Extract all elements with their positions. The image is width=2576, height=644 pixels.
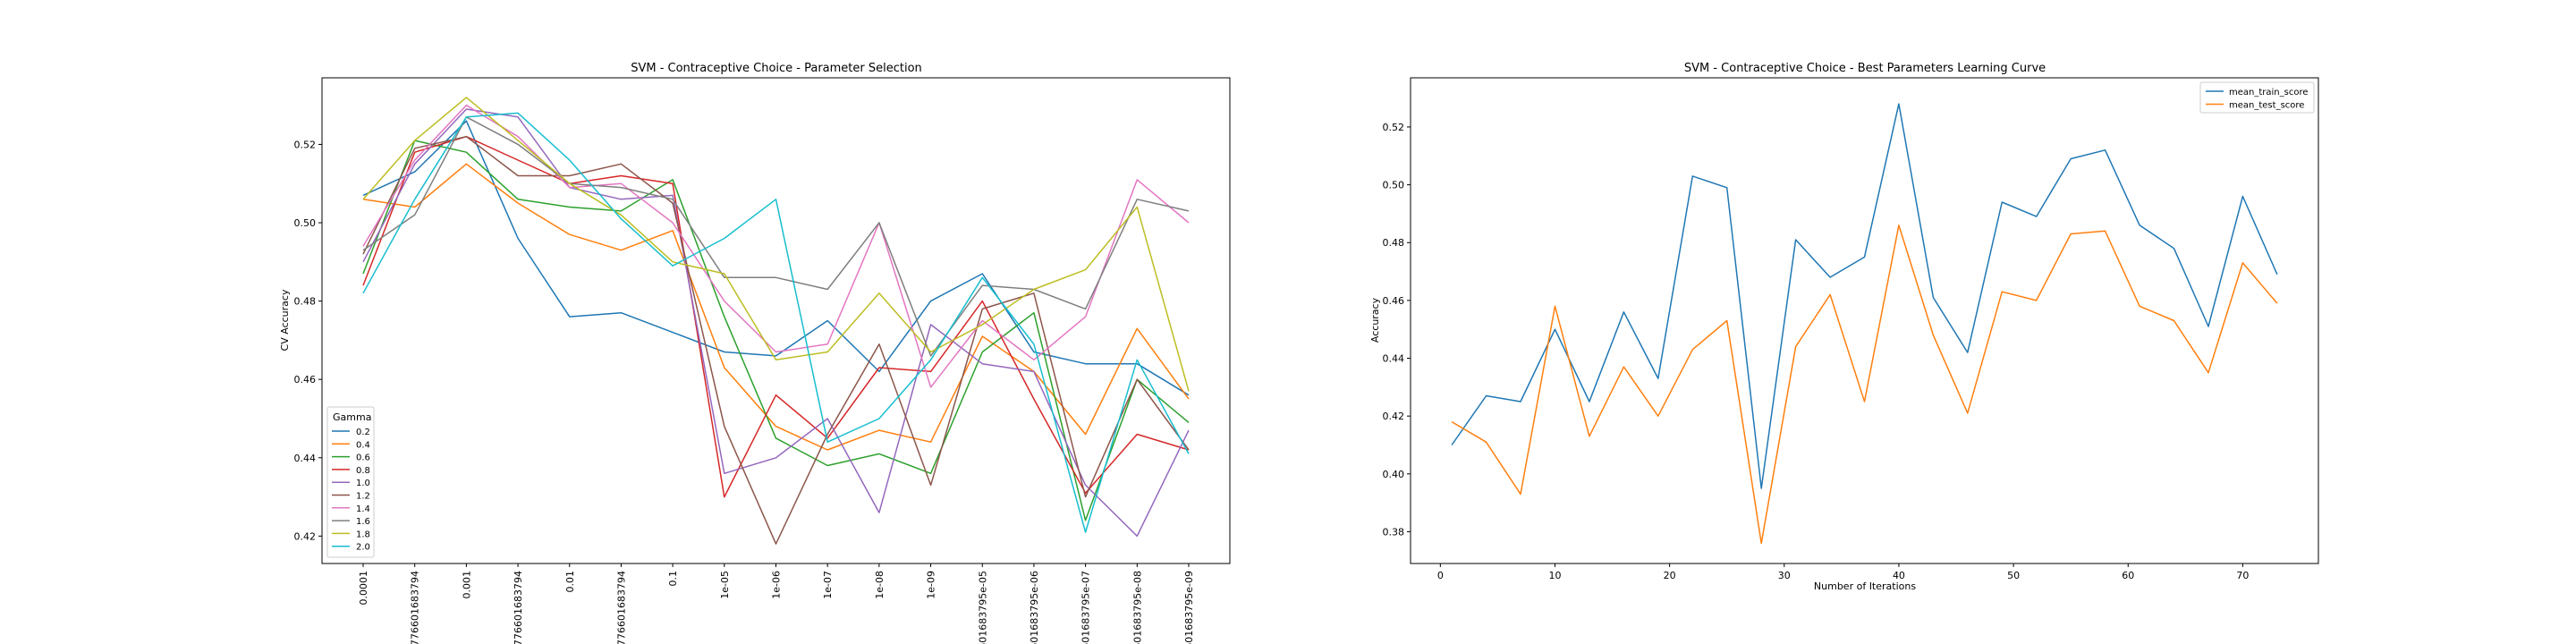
y-tick-label: 0.50 xyxy=(294,217,317,229)
x-tick-label: 70 xyxy=(2236,570,2249,581)
x-tick-label: 1e-07 xyxy=(822,571,834,599)
y-tick-label: 0.42 xyxy=(294,530,317,542)
legend: Gamma 0.2 0.4 0.6 0.8 1.0 1.2 1.4 1.6 1.8 2.0 xyxy=(326,406,375,558)
x-tick-label: 3.1622776601683795e-05 xyxy=(977,571,988,644)
legend-label: 0.8 xyxy=(356,466,370,476)
y-tick-label: 0.50 xyxy=(1383,180,1405,191)
x-tick-label: 40 xyxy=(1893,570,1905,581)
x-tick-label: 1e-06 xyxy=(771,571,783,599)
y-tick-label: 0.48 xyxy=(294,296,317,308)
legend-label: 0.2 xyxy=(356,428,370,437)
x-tick-label: 10 xyxy=(1548,570,1561,581)
y-tick-label: 0.42 xyxy=(1383,411,1405,422)
parameter-selection-chart: SVM - Contraceptive Choice - Parameter S… xyxy=(279,62,1231,644)
series-line-gamma-1.4 xyxy=(362,104,1190,388)
x-tick-label: 60 xyxy=(2122,570,2134,581)
series-line-gamma-1.6 xyxy=(362,116,1190,357)
legend-title: Gamma xyxy=(333,411,371,423)
legend-frame xyxy=(2199,81,2315,114)
learning-curve-chart: SVM - Contraceptive Choice - Best Parame… xyxy=(1369,62,2319,592)
x-tick-label: 0.031622776601683794 xyxy=(615,571,627,644)
y-tick-label: 0.38 xyxy=(1383,526,1405,538)
x-tick-label: 0.1 xyxy=(667,571,679,587)
y-tick-label: 0.46 xyxy=(294,374,317,386)
x-axis-label: Number of Iterations xyxy=(1814,580,1916,592)
x-tick-label: 20 xyxy=(1664,570,1676,581)
x-tick-label: 0.001 xyxy=(461,571,472,599)
legend-label: mean_train_score xyxy=(2229,88,2309,97)
x-tick-label: 3.1622776601683795e-07 xyxy=(1080,571,1092,644)
x-tick-label: 3.1622776601683795e-06 xyxy=(1029,571,1040,644)
series-line-gamma-0.6 xyxy=(362,140,1190,521)
x-tick-label: 3.1622776601683795e-08 xyxy=(1131,571,1143,644)
y-tick-label: 0.52 xyxy=(1383,122,1405,133)
x-tick-label: 0.00031622776601683794 xyxy=(410,571,421,644)
x-tick-label: 1e-08 xyxy=(874,571,886,599)
y-tick-label: 0.40 xyxy=(1383,469,1405,480)
x-tick-label: 0.0031622776601683794 xyxy=(513,571,524,644)
y-axis-label: Accuracy xyxy=(1369,297,1381,343)
series-line-gamma-2.0 xyxy=(362,112,1190,533)
y-tick-label: 0.44 xyxy=(294,453,317,464)
legend-label: 1.4 xyxy=(356,504,370,514)
x-tick-label: 30 xyxy=(1778,570,1791,581)
series-line-mean-train-score xyxy=(1451,103,2278,489)
legend-label: 1.2 xyxy=(356,492,370,502)
x-tick-label: 0.01 xyxy=(564,571,576,593)
series-line-gamma-1.2 xyxy=(362,135,1190,545)
series-line-mean-test-score xyxy=(1451,225,2278,545)
series-line-gamma-0.2 xyxy=(362,120,1190,396)
chart-title: SVM - Contraceptive Choice - Best Parame… xyxy=(1684,62,2046,75)
legend: mean_train_score mean_test_score xyxy=(2199,81,2315,114)
x-tick-label: 1e-09 xyxy=(926,571,937,599)
legend-label: 2.0 xyxy=(356,543,370,553)
legend-label: 0.4 xyxy=(356,440,370,450)
legend-label: 1.0 xyxy=(356,479,370,488)
series-line-gamma-0.4 xyxy=(362,163,1190,451)
y-tick-label: 0.46 xyxy=(1383,295,1405,307)
plot-frame xyxy=(1410,77,2319,564)
x-tick-label: 50 xyxy=(2007,570,2020,581)
y-tick-label: 0.44 xyxy=(1383,353,1405,365)
legend-label: 1.6 xyxy=(356,517,370,527)
legend-label: mean_test_score xyxy=(2229,101,2304,111)
y-axis-label: CV Accuracy xyxy=(279,289,291,351)
chart-title: SVM - Contraceptive Choice - Parameter S… xyxy=(631,62,922,75)
y-tick-label: 0.48 xyxy=(1383,237,1405,249)
series-line-gamma-1.8 xyxy=(362,97,1190,392)
x-tick-label: 0.0001 xyxy=(358,571,369,606)
legend-label: 1.8 xyxy=(356,530,370,539)
series-line-gamma-0.8 xyxy=(362,135,1190,498)
y-tick-label: 0.52 xyxy=(294,139,317,150)
x-tick-label: 3.1622776601683795e-09 xyxy=(1183,571,1195,644)
legend-label: 0.6 xyxy=(356,453,370,463)
x-tick-label: 1e-05 xyxy=(719,571,731,599)
series-line-gamma-1.0 xyxy=(362,108,1190,538)
x-tick-label: 0 xyxy=(1437,570,1444,581)
